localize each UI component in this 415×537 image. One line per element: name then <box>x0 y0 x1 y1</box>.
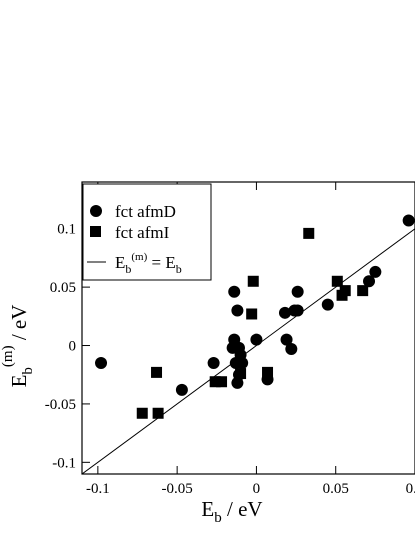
y-tick-label: 0 <box>69 339 77 355</box>
x-tick-label: -0.05 <box>162 481 193 497</box>
afmD-point <box>278 306 291 319</box>
legend: fct afmD fct afmI Eb(m) = Eb <box>82 183 212 281</box>
legend-box <box>82 183 212 281</box>
x-tick-label: 0.05 <box>323 481 349 497</box>
afmD-point <box>228 285 241 298</box>
afmI-point <box>152 407 164 419</box>
afmD-point <box>291 285 304 298</box>
afmD-point <box>363 275 376 288</box>
afmI-point <box>235 368 247 380</box>
afmD-point <box>369 265 382 278</box>
y-axis-label: Eb(m) / eV <box>0 305 36 388</box>
x-tick-label: -0.1 <box>86 481 110 497</box>
afmI-point <box>339 285 351 297</box>
afmD-point <box>231 376 244 389</box>
x-tick-label: 0.1 <box>406 481 415 497</box>
afmI-point <box>246 308 258 320</box>
afmI-point <box>262 366 274 378</box>
svg-text:Eb(m) / eV: Eb(m) / eV <box>0 305 36 388</box>
afmD-point <box>236 357 249 370</box>
legend-label-afmD: fct afmD <box>115 202 176 221</box>
x-tick-label: 0 <box>253 481 261 497</box>
plot-marks <box>82 214 415 474</box>
identity-line <box>82 228 415 474</box>
afmI-point <box>247 275 259 287</box>
afmD-point <box>175 383 188 396</box>
afmI-point <box>136 407 148 419</box>
afmI-point <box>331 275 343 287</box>
afmD-point <box>285 343 298 356</box>
y-tick-label: -0.05 <box>45 397 76 413</box>
afmD-point <box>207 357 220 370</box>
x-axis-label: Eb / eV <box>201 497 262 526</box>
y-tick-label: 0.1 <box>57 222 76 238</box>
afmD-point <box>95 357 108 370</box>
legend-square-marker <box>90 226 101 237</box>
afmI-point <box>216 376 228 388</box>
afmD-point <box>280 333 293 346</box>
y-tick-label: -0.1 <box>52 455 76 471</box>
afmI-point <box>151 366 163 378</box>
afmI-point <box>209 376 221 388</box>
afmD-point <box>231 304 244 317</box>
plot-frame <box>81 181 415 475</box>
afmD-point <box>250 333 263 346</box>
afmI-point <box>357 285 369 297</box>
legend-circle-marker <box>90 205 102 217</box>
y-tick-label: 0.05 <box>50 280 76 296</box>
afmD-point <box>321 298 334 311</box>
axes: -0.1 -0.05 0 0.05 0.1 -0.1 -0.05 0 0.05 0.1 <box>45 182 415 497</box>
legend-label-afmI: fct afmI <box>115 223 170 242</box>
afmD-point <box>402 214 415 227</box>
afmI-point <box>303 227 315 239</box>
